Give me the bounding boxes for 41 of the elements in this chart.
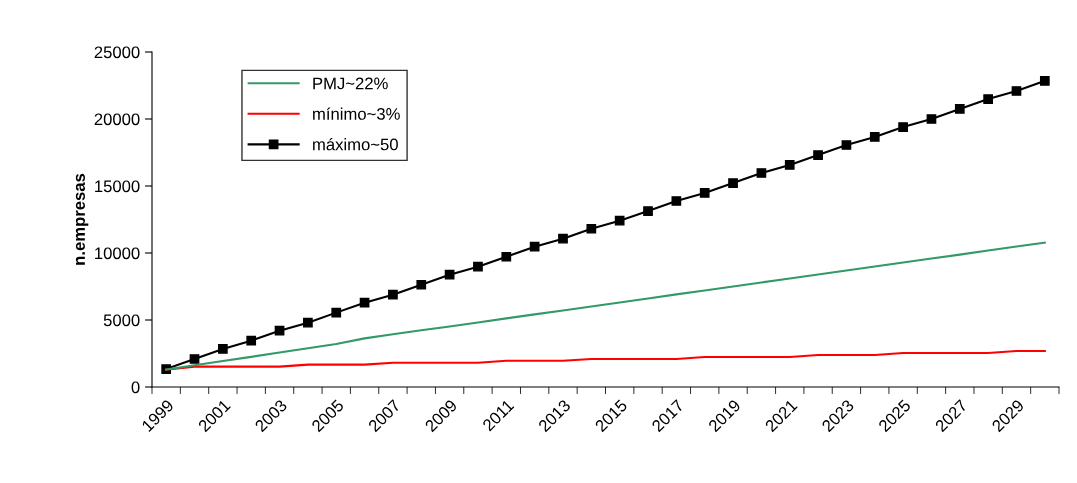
point	[1039, 76, 1050, 86]
legend-label: PMJ~22%	[313, 77, 388, 90]
point	[274, 325, 285, 336]
point	[898, 122, 908, 132]
point	[388, 289, 398, 300]
y-tick-label: 0	[131, 381, 140, 394]
point	[1011, 86, 1022, 96]
point	[246, 335, 257, 346]
point	[359, 297, 370, 308]
point	[416, 279, 427, 290]
point	[473, 261, 483, 272]
point	[303, 317, 313, 328]
legend-label: mínimo~3%	[313, 107, 400, 120]
point	[189, 354, 200, 364]
y-tick-label: 5000	[103, 314, 140, 327]
point	[217, 344, 228, 354]
point	[444, 269, 455, 280]
point	[926, 114, 937, 124]
point	[869, 132, 880, 142]
y-tick-label: 15000	[95, 180, 140, 193]
point	[813, 150, 823, 160]
y-tick-label: 10000	[95, 247, 140, 260]
point	[331, 307, 342, 318]
legend-label: máximo~50	[313, 137, 398, 151]
y-tick-label: 25000	[94, 46, 140, 59]
point	[841, 140, 852, 150]
y-axis-title: n.empresas	[75, 173, 89, 265]
point	[954, 104, 965, 114]
point	[586, 223, 597, 234]
point	[983, 94, 994, 104]
point	[558, 233, 568, 244]
point	[728, 178, 738, 188]
point	[699, 188, 710, 198]
point	[671, 196, 682, 206]
point	[501, 251, 512, 262]
point	[529, 241, 540, 252]
y-tick-label: 20000	[94, 113, 140, 126]
point	[643, 206, 653, 216]
point	[614, 215, 625, 226]
point	[784, 160, 795, 170]
point	[756, 168, 767, 178]
